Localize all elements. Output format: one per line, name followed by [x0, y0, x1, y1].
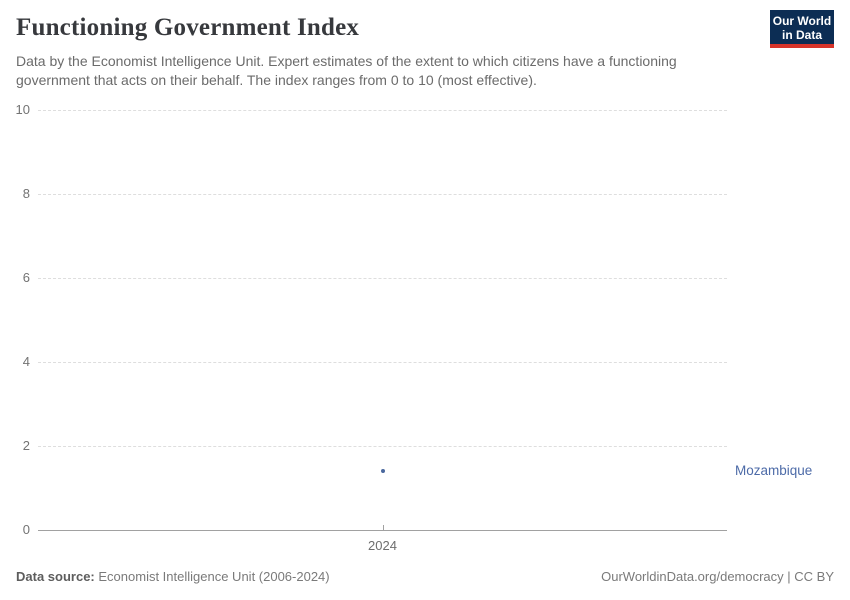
y-axis-tick-label: 10: [15, 102, 30, 117]
owid-logo-line1: Our World: [772, 14, 832, 28]
y-axis-tick-label: 8: [22, 186, 30, 201]
y-axis-tick-label: 4: [22, 354, 30, 369]
y-axis-tick-label: 2: [22, 438, 30, 453]
data-source-text: Economist Intelligence Unit (2006-2024): [98, 569, 330, 584]
chart-subtitle: Data by the Economist Intelligence Unit.…: [16, 53, 677, 88]
x-axis-tick-mark: [382, 525, 384, 530]
credit-link[interactable]: OurWorldinData.org/democracy | CC BY: [601, 569, 834, 584]
y-gridline: [38, 194, 727, 195]
y-gridline: [38, 446, 727, 447]
data-source-note: Data source: Economist Intelligence Unit…: [16, 569, 330, 584]
data-point-mozambique[interactable]: [380, 469, 385, 474]
data-source-label: Data source:: [16, 569, 95, 584]
y-axis-tick-label: 0: [22, 522, 30, 537]
entity-label-mozambique[interactable]: Mozambique: [735, 463, 813, 479]
y-axis-tick-label: 6: [22, 270, 30, 285]
y-gridline: [38, 278, 727, 279]
chart-footer: Data source: Economist Intelligence Unit…: [16, 569, 834, 584]
owid-logo-line2: in Data: [781, 28, 822, 42]
owid-logo[interactable]: Our World in Data: [770, 10, 834, 48]
chart-title: Functioning Government Index: [16, 14, 360, 41]
y-gridline: [38, 110, 727, 111]
x-axis-line: [38, 530, 727, 531]
x-axis-tick-label: 2024: [368, 538, 397, 553]
y-gridline: [38, 362, 727, 363]
